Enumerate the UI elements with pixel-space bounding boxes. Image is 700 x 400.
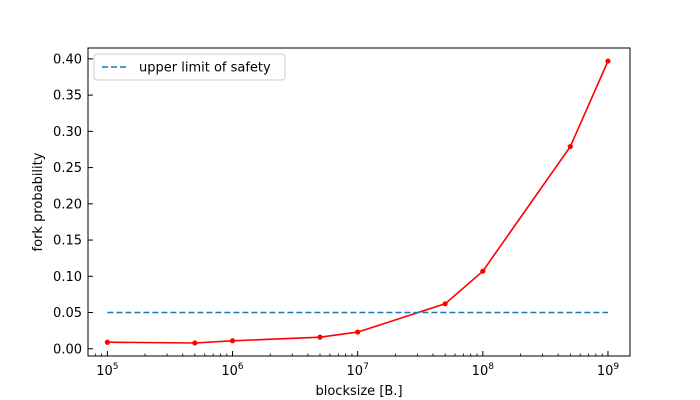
y-tick-label: 0.05 [53,306,82,321]
y-axis-label: fork probability [31,152,46,251]
series-0-point [355,329,361,335]
x-tick-label: 109 [597,362,620,379]
y-tick-label: 0.20 [53,197,82,212]
x-tick-label: 106 [221,362,244,379]
series-0-point [480,268,486,274]
y-tick-label: 0.40 [53,52,82,67]
y-tick-label: 0.00 [53,342,82,357]
series-0-point [104,339,110,345]
x-axis: 105 106 107 108 109 [94,351,620,379]
x-axis-label: blocksize [B.] [315,384,402,399]
y-tick-label: 0.15 [53,234,82,249]
y-axis: 0.00 0.05 0.10 0.15 0.20 0.25 0.30 0.35 0.40 [53,52,93,357]
plot-frame [87,47,631,357]
y-tick-label: 0.35 [53,89,82,104]
legend: upper limit of safety [93,53,286,81]
y-tick-label: 0.10 [53,270,82,285]
series-0-line [107,60,609,344]
plot-marks [104,58,611,346]
series-0-point [442,301,448,307]
x-tick-label: 107 [347,362,369,379]
series-0-point [605,58,611,64]
legend-label: upper limit of safety [139,61,271,76]
x-tick-label: 105 [96,362,118,379]
y-tick-label: 0.30 [53,125,82,140]
series-0-point [229,338,236,344]
legend-box [93,53,286,81]
y-tick-label: 0.25 [53,161,82,176]
x-tick-label: 108 [472,362,495,379]
series-0-point [317,334,323,340]
series-0-point [567,143,573,150]
series-0-point [192,340,198,346]
